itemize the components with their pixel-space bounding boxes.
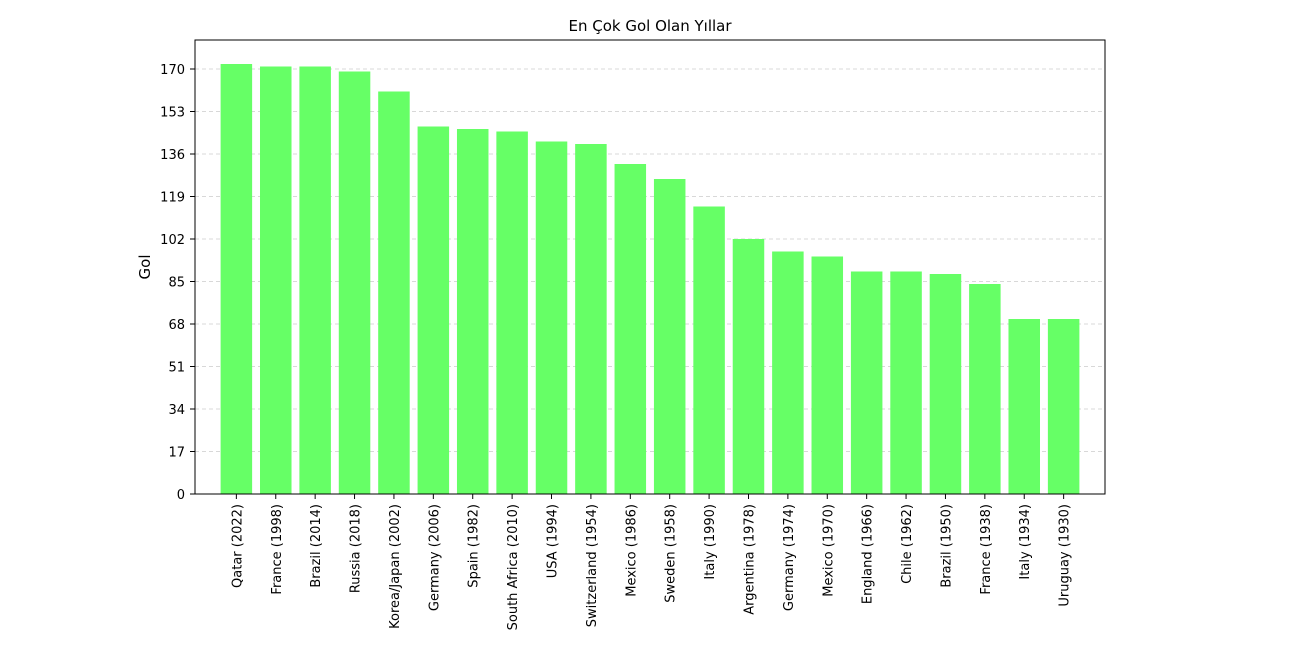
x-tick-label: Brazil (2014) <box>309 504 324 588</box>
bar <box>496 131 528 494</box>
y-tick-label: 17 <box>168 446 185 461</box>
bar <box>535 141 568 494</box>
bar <box>1047 319 1080 494</box>
x-tick-label: Germany (1974) <box>782 504 797 611</box>
x-tick-label: Mexico (1970) <box>821 504 836 597</box>
y-axis: 0 17 34 51 68 85 102 119 136 153 170 <box>160 63 195 503</box>
bar <box>456 129 489 494</box>
bars <box>220 64 1080 494</box>
x-tick-label: Uruguay (1930) <box>1058 504 1073 607</box>
bar <box>693 206 725 494</box>
x-tick-label: Italy (1990) <box>703 504 718 580</box>
plot-frame <box>194 39 1106 495</box>
chart-title: En Çok Gol Olan Yıllar <box>568 17 732 35</box>
bar <box>772 251 804 494</box>
bar <box>1008 319 1040 494</box>
x-tick-label: Sweden (1958) <box>664 504 679 603</box>
y-tick-label: 68 <box>168 318 185 333</box>
bar <box>811 256 844 494</box>
bar <box>969 284 1001 494</box>
bar <box>260 66 292 494</box>
bar <box>575 144 607 494</box>
x-tick-label: Korea/Japan (2002) <box>388 504 403 629</box>
x-tick-label: USA (1994) <box>546 504 561 578</box>
bar <box>850 271 883 494</box>
y-tick-label: 0 <box>177 488 185 503</box>
x-tick-label: Mexico (1986) <box>624 504 639 597</box>
x-tick-label: South Africa (2010) <box>506 504 521 630</box>
bar <box>338 71 371 494</box>
x-tick-label: England (1966) <box>861 504 876 604</box>
bar <box>732 239 765 494</box>
y-tick-label: 136 <box>160 148 185 163</box>
y-tick-label: 34 <box>168 403 185 418</box>
bar <box>929 274 962 494</box>
y-tick-label: 170 <box>160 63 185 78</box>
y-axis-label: Gol <box>136 255 154 280</box>
bar <box>653 179 686 494</box>
x-axis: Qatar (2022) France (1998) Brazil (2014) Ru… <box>230 494 1073 630</box>
grid-lines <box>195 68 1105 452</box>
y-tick-label: 85 <box>168 276 185 291</box>
x-tick-label: Switzerland (1954) <box>585 504 600 627</box>
y-tick-label: 102 <box>160 233 185 248</box>
x-tick-label: France (1998) <box>270 504 285 595</box>
bar <box>220 64 253 494</box>
y-tick-label: 51 <box>168 361 185 376</box>
x-tick-label: Italy (1934) <box>1018 504 1033 580</box>
x-tick-label: Brazil (1950) <box>939 504 954 588</box>
x-tick-label: Germany (2006) <box>427 504 442 611</box>
x-tick-label: Argentina (1978) <box>742 504 757 615</box>
x-tick-label: France (1938) <box>979 504 994 595</box>
x-tick-label: Russia (2018) <box>349 504 364 593</box>
bar <box>299 66 331 494</box>
y-tick-label: 153 <box>160 106 185 121</box>
y-tick-label: 119 <box>160 191 185 206</box>
bar <box>890 271 922 494</box>
bar <box>417 126 450 494</box>
x-tick-label: Spain (1982) <box>467 504 482 588</box>
bar <box>614 164 647 494</box>
x-tick-label: Chile (1962) <box>900 504 915 584</box>
x-tick-label: Qatar (2022) <box>230 504 245 588</box>
bar <box>378 91 410 494</box>
